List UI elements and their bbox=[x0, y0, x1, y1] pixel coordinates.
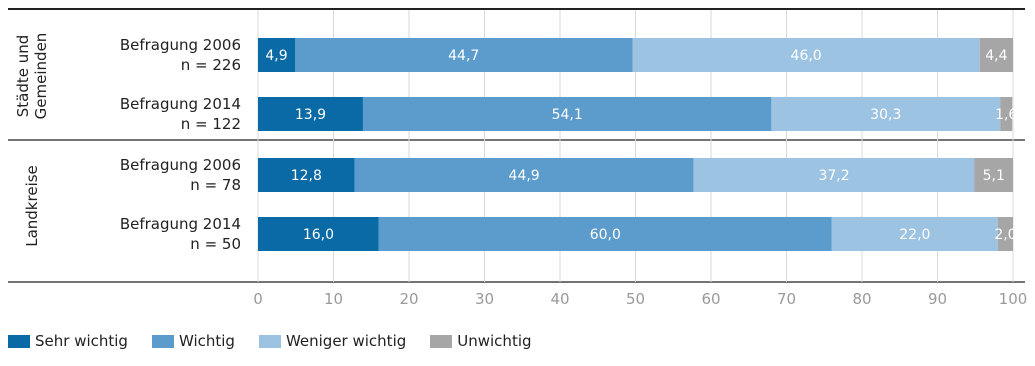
x-tick-label: 60 bbox=[701, 290, 720, 308]
data-label: 4,9 bbox=[265, 48, 287, 64]
bar-segment bbox=[693, 158, 975, 192]
bars: 4,9 44,7 46,0 4,4 13,9 54,1 30,3 1,6 12,8 44,9 37,… bbox=[258, 38, 1017, 251]
legend-label: Weniger wichtig bbox=[285, 332, 407, 350]
bar-segment bbox=[362, 97, 772, 131]
x-tick-label: 50 bbox=[626, 290, 645, 308]
x-tick-label: 100 bbox=[999, 290, 1028, 308]
bar-segment bbox=[354, 158, 694, 192]
x-tick-label: 80 bbox=[852, 290, 871, 308]
bar-segment bbox=[294, 38, 633, 72]
legend-swatch bbox=[430, 334, 453, 348]
data-label: 44,7 bbox=[448, 48, 479, 64]
data-label: 5,1 bbox=[983, 168, 1005, 184]
x-tick-label: 40 bbox=[550, 290, 569, 308]
data-label: 37,2 bbox=[818, 168, 849, 184]
data-label: 12,8 bbox=[291, 168, 322, 184]
data-label: 4,4 bbox=[985, 48, 1007, 64]
x-tick-label: 20 bbox=[399, 290, 418, 308]
legend-item: Sehr wichtig bbox=[8, 332, 128, 350]
stacked-bar-chart: 4,9 44,7 46,0 4,4 13,9 54,1 30,3 1,6 12,8 44,9 37,… bbox=[8, 8, 1027, 308]
data-label: 13,9 bbox=[295, 107, 326, 123]
category-label: Befragung 2014 bbox=[120, 215, 241, 233]
bar-segment bbox=[771, 97, 1001, 131]
legend-item: Weniger wichtig bbox=[258, 332, 407, 350]
bar-segment bbox=[258, 158, 355, 192]
legend-label: Unwichtig bbox=[457, 332, 532, 350]
data-label: 46,0 bbox=[791, 48, 822, 64]
category-labels: Befragung 2006 n = 226 Befragung 2014 n = 1… bbox=[14, 33, 241, 253]
category-sublabel: n = 78 bbox=[190, 176, 241, 194]
bar-segment bbox=[1000, 97, 1013, 131]
legend: Sehr wichtig Wichtig Weniger wichtig Unwich… bbox=[8, 332, 556, 350]
bar-segment bbox=[979, 38, 1013, 72]
data-label: 2,0 bbox=[994, 227, 1016, 243]
group-label: Städte und bbox=[14, 35, 32, 118]
bar-segment bbox=[258, 97, 363, 131]
bar-segment bbox=[974, 158, 1013, 192]
data-label: 22,0 bbox=[899, 227, 930, 243]
legend-label: Sehr wichtig bbox=[35, 332, 128, 350]
bar-segment bbox=[258, 217, 379, 251]
category-label: Befragung 2006 bbox=[120, 36, 241, 54]
category-label: Befragung 2006 bbox=[120, 156, 241, 174]
x-tick-label: 30 bbox=[475, 290, 494, 308]
group-label: Landkreise bbox=[23, 165, 41, 247]
category-sublabel: n = 50 bbox=[190, 235, 241, 253]
category-sublabel: n = 226 bbox=[181, 56, 241, 74]
legend-swatch bbox=[8, 334, 30, 348]
bar-segment bbox=[632, 38, 980, 72]
bar-segment bbox=[258, 38, 295, 72]
data-label: 1,6 bbox=[995, 107, 1017, 123]
category-label: Befragung 2014 bbox=[120, 95, 241, 113]
legend-label: Wichtig bbox=[178, 332, 235, 350]
legend-swatch bbox=[258, 334, 281, 348]
data-label: 60,0 bbox=[590, 227, 621, 243]
legend-swatch bbox=[151, 334, 174, 348]
legend-item: Wichtig bbox=[151, 332, 235, 350]
legend-item: Unwichtig bbox=[430, 332, 532, 350]
category-sublabel: n = 122 bbox=[181, 115, 241, 133]
x-tick-labels: 0 10 20 30 40 50 60 70 80 90 100 bbox=[253, 290, 1027, 308]
x-tick-label: 70 bbox=[777, 290, 796, 308]
data-label: 54,1 bbox=[552, 107, 583, 123]
x-tick-label: 90 bbox=[928, 290, 947, 308]
data-label: 30,3 bbox=[870, 107, 901, 123]
x-tick-label: 10 bbox=[324, 290, 343, 308]
x-tick-label: 0 bbox=[253, 290, 263, 308]
data-label: 16,0 bbox=[303, 227, 334, 243]
bar-segment bbox=[831, 217, 998, 251]
bar-segment bbox=[997, 217, 1013, 251]
group-label: Gemeinden bbox=[32, 33, 50, 120]
bar-segment bbox=[378, 217, 832, 251]
data-label: 44,9 bbox=[509, 168, 540, 184]
